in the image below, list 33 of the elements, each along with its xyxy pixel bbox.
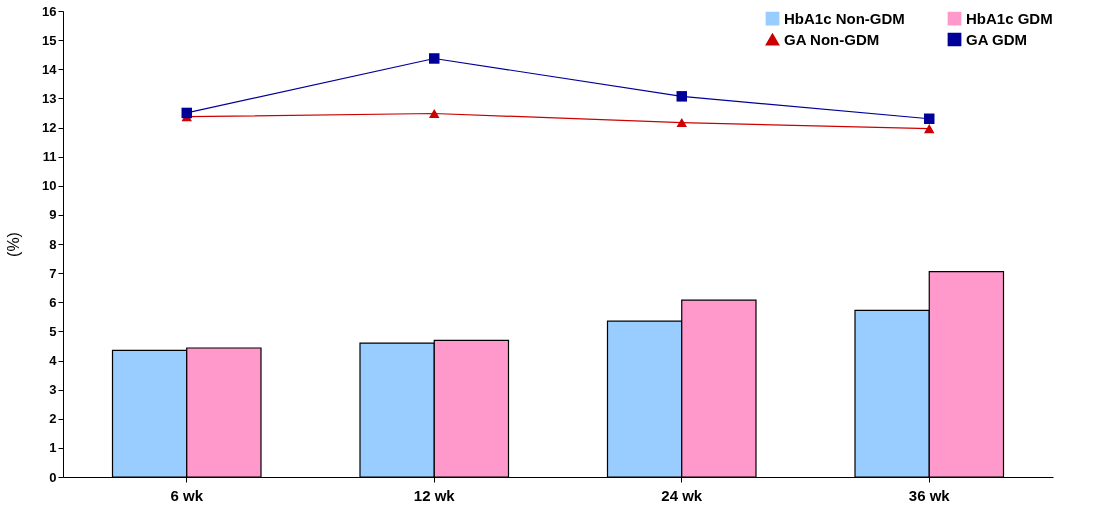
y-tick-label: 1 — [49, 440, 57, 456]
point — [429, 53, 440, 64]
x-tick-label: 36 wk — [908, 486, 951, 504]
y-tick-label: 6 — [49, 294, 57, 310]
point — [676, 91, 687, 102]
point — [429, 108, 440, 119]
y-tick-label: 7 — [49, 265, 57, 281]
x-tick-label: 6 wk — [170, 486, 204, 504]
y-tick-label: 12 — [42, 120, 57, 135]
point — [181, 107, 192, 119]
y-tick-label: 8 — [49, 236, 57, 252]
legend-label: HbA1c GDM — [966, 9, 1053, 27]
legend-label: GA GDM — [966, 30, 1028, 48]
y-tick-label: 13 — [42, 90, 57, 106]
x-tick-label: 12 wk — [413, 486, 456, 504]
point — [924, 124, 935, 134]
point — [924, 113, 935, 125]
legend-label: HbA1c Non-GDM — [784, 9, 905, 27]
y-tick-label: 10 — [42, 178, 57, 194]
y-axis-title: (%) — [5, 232, 23, 257]
y-tick-label: 4 — [49, 353, 58, 368]
x-tick-label: 24 wk — [661, 486, 703, 504]
y-tick-label: 14 — [42, 61, 58, 77]
y-tick-label: 2 — [49, 411, 57, 427]
legend-label: GA Non-GDM — [784, 30, 880, 48]
y-tick-label: 11 — [42, 149, 57, 165]
y-tick-label: 9 — [49, 207, 57, 223]
y-tick-label: 16 — [42, 3, 57, 19]
point — [676, 118, 687, 128]
y-tick-label: 5 — [49, 323, 57, 339]
y-tick-label: 3 — [49, 382, 57, 398]
y-tick-label: 0 — [49, 469, 57, 485]
y-tick-label: 15 — [42, 32, 57, 48]
